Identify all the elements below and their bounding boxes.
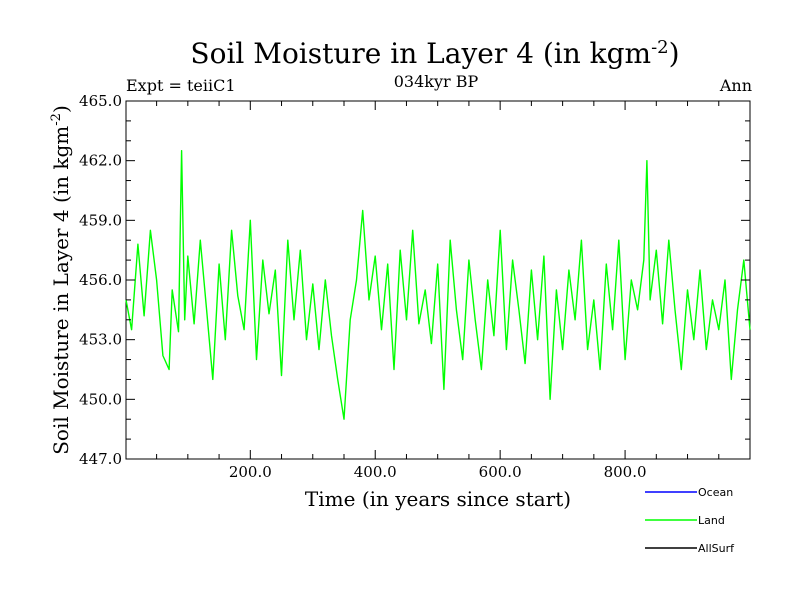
chart-title: Soil Moisture in Layer 4 (in kgm-2) xyxy=(190,37,679,70)
subtitle-left: Expt = teiiC1 xyxy=(126,76,236,95)
y-axis: 447.0 450.0 453.0 456.0 459.0 462.0 465.0 xyxy=(79,92,750,468)
y-tick-label: 459.0 xyxy=(79,211,122,229)
y-axis-title-exponent: -2 xyxy=(49,113,64,126)
legend-label: AllSurf xyxy=(698,542,735,555)
x-tick-label: 200.0 xyxy=(229,463,272,481)
subtitle-right: Ann xyxy=(719,76,752,95)
x-axis-title: Time (in years since start) xyxy=(305,487,571,511)
y-tick-label: 450.0 xyxy=(79,390,122,408)
y-tick-label: 456.0 xyxy=(79,271,122,289)
x-tick-label: 400.0 xyxy=(354,463,397,481)
series-line-land xyxy=(125,149,751,420)
x-tick-label: 800.0 xyxy=(604,463,647,481)
subtitle-center: 034kyr BP xyxy=(394,72,479,91)
legend-label: Land xyxy=(698,514,725,527)
y-tick-label: 447.0 xyxy=(79,450,122,468)
chart-title-exponent: -2 xyxy=(651,37,669,58)
chart-title-close: ) xyxy=(669,37,680,70)
chart-title-main: Soil Moisture in Layer 4 (in kgm xyxy=(190,37,651,70)
series-group xyxy=(125,149,751,420)
legend: Ocean Land AllSurf xyxy=(645,486,735,555)
y-tick-label: 453.0 xyxy=(79,331,122,349)
legend-label: Ocean xyxy=(698,486,733,499)
y-tick-label: 462.0 xyxy=(79,152,122,170)
y-axis-title: Soil Moisture in Layer 4 (in kgm-2) xyxy=(49,105,73,455)
x-tick-label: 600.0 xyxy=(479,463,522,481)
x-axis: 200.0 400.0 600.0 800.0 xyxy=(156,101,720,481)
y-axis-title-close: ) xyxy=(49,105,73,113)
y-axis-title-main: Soil Moisture in Layer 4 (in kgm xyxy=(49,126,73,455)
y-tick-label: 465.0 xyxy=(79,92,122,110)
